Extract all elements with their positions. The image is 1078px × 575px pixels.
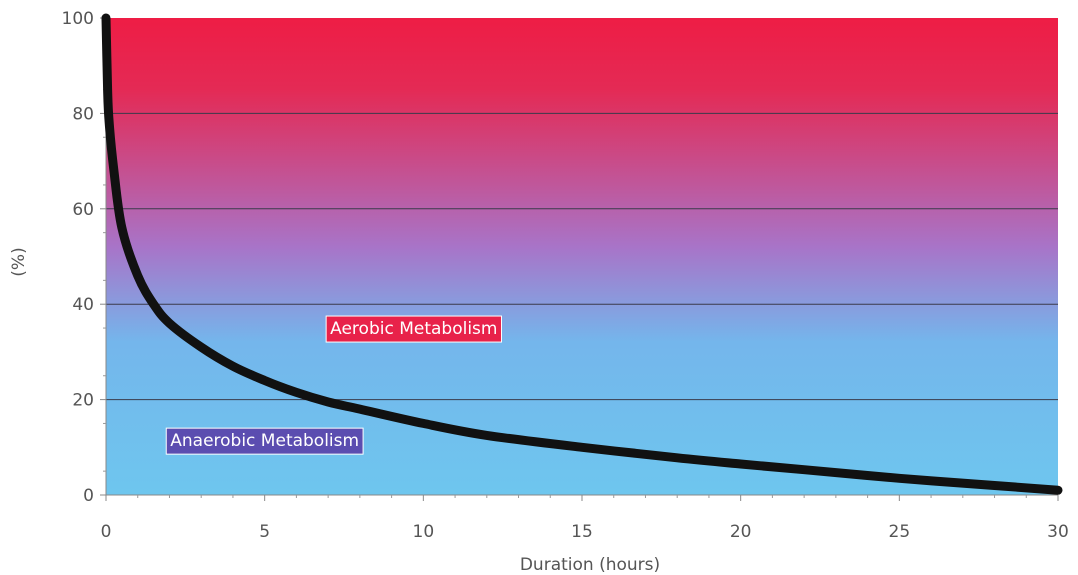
x-tick-label: 10 bbox=[413, 522, 435, 542]
y-tick-label: 0 bbox=[83, 486, 94, 506]
y-tick-label: 100 bbox=[62, 9, 94, 29]
series-layer bbox=[101, 13, 1063, 495]
annotation-label: Anaerobic Metabolism bbox=[170, 431, 359, 451]
y-tick-label: 60 bbox=[72, 200, 94, 220]
annotations-layer: Aerobic Metabolism Anaerobic Metabolism bbox=[165, 315, 502, 455]
series-line-0 bbox=[101, 13, 1063, 495]
annotation-0: Aerobic Metabolism bbox=[325, 315, 502, 343]
x-axis-title: Duration (hours) bbox=[520, 555, 660, 575]
annotation-box bbox=[165, 427, 364, 455]
annotation-box bbox=[325, 315, 502, 343]
annotation-1: Anaerobic Metabolism bbox=[165, 427, 364, 455]
plot-background bbox=[106, 18, 1058, 495]
x-tick-label: 20 bbox=[730, 522, 752, 542]
x-tick-label: 30 bbox=[1047, 522, 1069, 542]
y-tick-label: 20 bbox=[72, 391, 94, 411]
x-tick-label: 0 bbox=[101, 522, 112, 542]
axes: 0 20 40 60 80 100 0 5 10 15 20 25 30 bbox=[62, 9, 1069, 542]
y-tick-label: 80 bbox=[72, 104, 94, 124]
x-tick-label: 5 bbox=[259, 522, 270, 542]
x-tick-label: 25 bbox=[889, 522, 911, 542]
x-tick-label: 15 bbox=[571, 522, 593, 542]
y-axis-title: (%) bbox=[9, 247, 29, 276]
y-tick-label: 40 bbox=[72, 295, 94, 315]
grid-lines bbox=[106, 112, 1058, 401]
annotation-label: Aerobic Metabolism bbox=[330, 319, 497, 339]
